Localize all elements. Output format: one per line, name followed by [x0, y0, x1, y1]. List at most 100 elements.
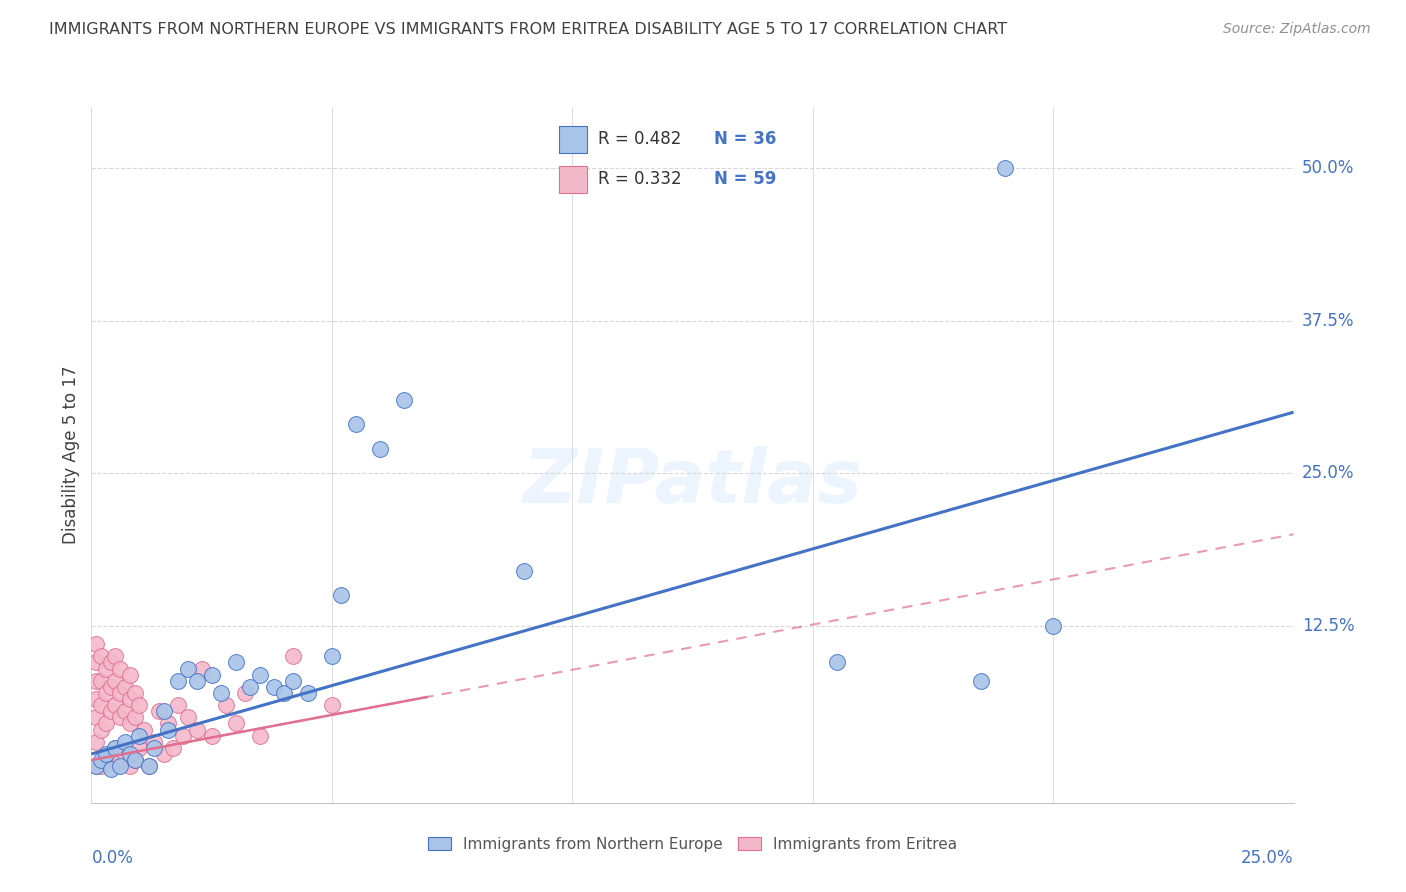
Point — [84, 759, 107, 773]
Point — [104, 740, 127, 755]
Point — [157, 723, 180, 737]
Point — [100, 704, 122, 718]
Point — [162, 740, 184, 755]
Text: 25.0%: 25.0% — [1302, 464, 1354, 483]
Y-axis label: Disability Age 5 to 17: Disability Age 5 to 17 — [62, 366, 80, 544]
Text: 25.0%: 25.0% — [1241, 849, 1294, 867]
Point — [138, 759, 160, 773]
Point — [186, 723, 208, 737]
Point — [104, 649, 127, 664]
Point — [104, 673, 127, 688]
Point — [134, 723, 156, 737]
Point — [94, 661, 117, 675]
Point — [344, 417, 367, 432]
Point — [94, 747, 117, 761]
Point — [114, 680, 136, 694]
Point — [142, 740, 165, 755]
Point — [215, 698, 238, 713]
Point — [118, 667, 141, 681]
Point — [239, 680, 262, 694]
Point — [94, 753, 117, 767]
Point — [114, 704, 136, 718]
Point — [84, 673, 107, 688]
Point — [110, 753, 132, 767]
Text: ZIPatlas: ZIPatlas — [523, 446, 862, 519]
Text: 37.5%: 37.5% — [1302, 311, 1354, 330]
Point — [191, 661, 214, 675]
Point — [104, 698, 127, 713]
Point — [263, 680, 285, 694]
Point — [90, 673, 112, 688]
Point — [249, 667, 271, 681]
Point — [152, 704, 174, 718]
Point — [84, 759, 107, 773]
Text: 12.5%: 12.5% — [1302, 616, 1354, 635]
Point — [970, 673, 993, 688]
Point — [825, 656, 848, 670]
Point — [209, 686, 232, 700]
Point — [513, 564, 536, 578]
Point — [225, 656, 247, 670]
Point — [110, 686, 132, 700]
Point — [368, 442, 391, 456]
Point — [124, 753, 146, 767]
Point — [84, 656, 107, 670]
Point — [201, 667, 224, 681]
Point — [128, 740, 150, 755]
Text: R = 0.482: R = 0.482 — [598, 130, 682, 148]
Point — [90, 753, 112, 767]
Bar — [560, 166, 586, 193]
Point — [104, 740, 127, 755]
Text: 0.0%: 0.0% — [91, 849, 134, 867]
Point — [994, 161, 1017, 175]
Point — [157, 716, 180, 731]
Point — [84, 710, 107, 724]
Point — [84, 637, 107, 651]
Text: IMMIGRANTS FROM NORTHERN EUROPE VS IMMIGRANTS FROM ERITREA DISABILITY AGE 5 TO 1: IMMIGRANTS FROM NORTHERN EUROPE VS IMMIG… — [49, 22, 1007, 37]
Point — [283, 649, 305, 664]
Text: N = 36: N = 36 — [714, 130, 776, 148]
Point — [90, 698, 112, 713]
Point — [110, 710, 132, 724]
Point — [297, 686, 319, 700]
Point — [100, 747, 122, 761]
Point — [321, 649, 343, 664]
Point — [124, 686, 146, 700]
Point — [124, 710, 146, 724]
Point — [330, 588, 353, 602]
Point — [1042, 619, 1064, 633]
Point — [152, 747, 174, 761]
Legend: Immigrants from Northern Europe, Immigrants from Eritrea: Immigrants from Northern Europe, Immigra… — [422, 830, 963, 858]
Point — [225, 716, 247, 731]
Point — [100, 762, 122, 776]
Text: 50.0%: 50.0% — [1302, 159, 1354, 178]
Point — [186, 673, 208, 688]
Point — [148, 704, 170, 718]
Bar — [560, 126, 586, 153]
Point — [176, 661, 198, 675]
Point — [90, 759, 112, 773]
Text: Source: ZipAtlas.com: Source: ZipAtlas.com — [1223, 22, 1371, 37]
Point — [283, 673, 305, 688]
Point — [172, 729, 194, 743]
Point — [118, 692, 141, 706]
Point — [321, 698, 343, 713]
Point — [118, 716, 141, 731]
Text: R = 0.332: R = 0.332 — [598, 170, 682, 188]
Point — [90, 649, 112, 664]
Point — [94, 686, 117, 700]
Point — [201, 729, 224, 743]
Point — [94, 716, 117, 731]
Point — [118, 759, 141, 773]
Point — [84, 735, 107, 749]
Point — [392, 392, 415, 407]
Point — [233, 686, 256, 700]
Point — [114, 735, 136, 749]
Text: N = 59: N = 59 — [714, 170, 776, 188]
Point — [124, 753, 146, 767]
Point — [100, 656, 122, 670]
Point — [138, 759, 160, 773]
Point — [128, 729, 150, 743]
Point — [110, 759, 132, 773]
Point — [273, 686, 295, 700]
